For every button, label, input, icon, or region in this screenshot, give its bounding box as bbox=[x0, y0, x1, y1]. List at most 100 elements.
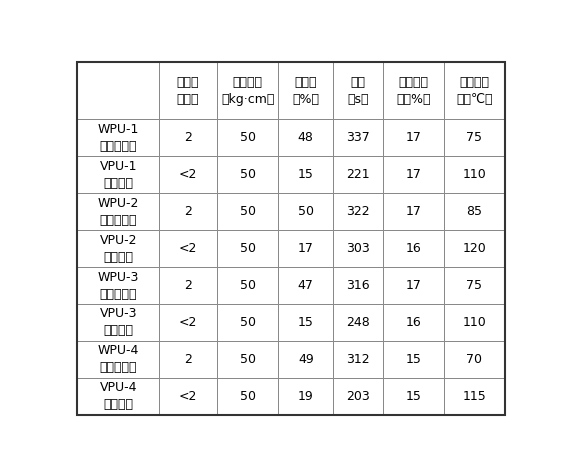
Bar bbox=[78, 193, 159, 230]
Bar bbox=[278, 62, 333, 119]
Bar bbox=[383, 119, 444, 156]
Text: 48: 48 bbox=[298, 131, 314, 144]
Text: 2: 2 bbox=[184, 131, 192, 144]
Bar bbox=[217, 156, 278, 193]
Bar bbox=[278, 341, 333, 378]
Text: <2: <2 bbox=[179, 168, 197, 181]
Bar bbox=[159, 230, 217, 267]
Text: WPU-1
（未改性）: WPU-1 （未改性） bbox=[98, 123, 139, 153]
Text: VPU-4
（改性）: VPU-4 （改性） bbox=[99, 382, 137, 411]
Bar bbox=[78, 304, 159, 341]
Bar bbox=[159, 267, 217, 304]
Bar bbox=[278, 304, 333, 341]
Bar bbox=[383, 267, 444, 304]
Bar bbox=[383, 341, 444, 378]
Text: WPU-4
（未改性）: WPU-4 （未改性） bbox=[98, 344, 139, 374]
Bar bbox=[444, 267, 505, 304]
Text: 70: 70 bbox=[467, 353, 483, 366]
Bar bbox=[383, 304, 444, 341]
Bar bbox=[444, 119, 505, 156]
Text: 附着力
（级）: 附着力 （级） bbox=[177, 76, 199, 106]
Bar bbox=[383, 378, 444, 415]
Bar bbox=[217, 193, 278, 230]
Text: 75: 75 bbox=[467, 279, 483, 292]
Bar bbox=[444, 378, 505, 415]
Text: 2: 2 bbox=[184, 279, 192, 292]
Text: 硬度
（s）: 硬度 （s） bbox=[348, 76, 369, 106]
Bar bbox=[159, 193, 217, 230]
Text: 316: 316 bbox=[346, 279, 370, 292]
Text: 49: 49 bbox=[298, 353, 314, 366]
Bar bbox=[444, 62, 505, 119]
Bar bbox=[278, 378, 333, 415]
Text: 50: 50 bbox=[240, 242, 256, 255]
Text: 2: 2 bbox=[184, 353, 192, 366]
Bar bbox=[159, 304, 217, 341]
Bar bbox=[333, 378, 383, 415]
Bar bbox=[444, 156, 505, 193]
Bar bbox=[333, 304, 383, 341]
Bar bbox=[278, 267, 333, 304]
Text: 15: 15 bbox=[298, 168, 314, 181]
Text: 16: 16 bbox=[405, 242, 421, 255]
Bar bbox=[333, 119, 383, 156]
Text: VPU-1
（改性）: VPU-1 （改性） bbox=[99, 160, 137, 190]
Bar bbox=[217, 62, 278, 119]
Bar bbox=[159, 62, 217, 119]
Text: 热分解温
度（℃）: 热分解温 度（℃） bbox=[456, 76, 493, 106]
Bar bbox=[278, 119, 333, 156]
Bar bbox=[383, 156, 444, 193]
Bar bbox=[159, 156, 217, 193]
Bar bbox=[444, 193, 505, 230]
Text: 17: 17 bbox=[405, 205, 421, 218]
Bar bbox=[78, 156, 159, 193]
Bar bbox=[444, 304, 505, 341]
Text: 120: 120 bbox=[463, 242, 486, 255]
Bar bbox=[217, 341, 278, 378]
Text: 337: 337 bbox=[346, 131, 370, 144]
Text: 110: 110 bbox=[463, 168, 486, 181]
Bar bbox=[159, 378, 217, 415]
Bar bbox=[217, 230, 278, 267]
Bar bbox=[78, 378, 159, 415]
Text: 115: 115 bbox=[463, 390, 486, 403]
Bar bbox=[383, 193, 444, 230]
Text: VPU-3
（改性）: VPU-3 （改性） bbox=[99, 308, 137, 337]
Bar bbox=[278, 230, 333, 267]
Text: 203: 203 bbox=[346, 390, 370, 403]
Text: 15: 15 bbox=[405, 353, 421, 366]
Text: 85: 85 bbox=[467, 205, 483, 218]
Text: 47: 47 bbox=[298, 279, 314, 292]
Bar bbox=[444, 230, 505, 267]
Text: 75: 75 bbox=[467, 131, 483, 144]
Bar bbox=[217, 378, 278, 415]
Bar bbox=[383, 62, 444, 119]
Text: 312: 312 bbox=[346, 353, 370, 366]
Text: 50: 50 bbox=[240, 168, 256, 181]
Text: 221: 221 bbox=[346, 168, 370, 181]
Text: 16: 16 bbox=[405, 316, 421, 329]
Bar bbox=[217, 119, 278, 156]
Text: 248: 248 bbox=[346, 316, 370, 329]
Bar bbox=[278, 193, 333, 230]
Text: 吸水率
（%）: 吸水率 （%） bbox=[293, 76, 319, 106]
Text: 17: 17 bbox=[405, 279, 421, 292]
Bar bbox=[333, 62, 383, 119]
Bar bbox=[78, 62, 159, 119]
Text: <2: <2 bbox=[179, 390, 197, 403]
Bar bbox=[159, 341, 217, 378]
Text: WPU-3
（未改性）: WPU-3 （未改性） bbox=[98, 270, 139, 300]
Bar bbox=[333, 156, 383, 193]
Text: 15: 15 bbox=[298, 316, 314, 329]
Bar bbox=[444, 341, 505, 378]
Bar bbox=[333, 193, 383, 230]
Text: 50: 50 bbox=[240, 353, 256, 366]
Bar bbox=[217, 267, 278, 304]
Text: 50: 50 bbox=[240, 205, 256, 218]
Text: VPU-2
（改性）: VPU-2 （改性） bbox=[99, 234, 137, 264]
Bar bbox=[333, 341, 383, 378]
Bar bbox=[278, 156, 333, 193]
Text: 50: 50 bbox=[240, 279, 256, 292]
Bar bbox=[78, 230, 159, 267]
Text: <2: <2 bbox=[179, 242, 197, 255]
